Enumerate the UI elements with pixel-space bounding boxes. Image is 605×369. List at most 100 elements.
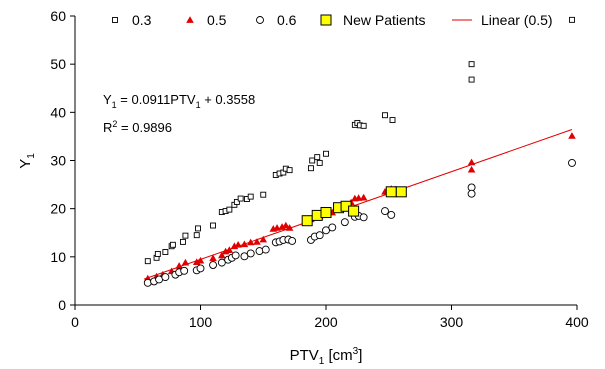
y-tick-label: 30 — [50, 153, 66, 169]
y-tick-label: 60 — [50, 8, 66, 24]
r-squared-annotation: R2 = 0.9896 — [103, 119, 172, 135]
point-0-3 — [182, 232, 189, 239]
point-0-3 — [314, 154, 321, 161]
point-0-5 — [282, 221, 290, 229]
point-new-patients — [385, 186, 397, 198]
y-tick-label: 20 — [50, 201, 66, 217]
point-0-3 — [307, 165, 314, 172]
x-tick-label: 400 — [565, 314, 589, 330]
point-0-3 — [162, 249, 169, 255]
point-0-3 — [179, 238, 186, 245]
point-0-6 — [161, 273, 170, 282]
point-0-3 — [195, 225, 201, 232]
point-0-3 — [309, 157, 316, 164]
x-tick-label: 0 — [71, 314, 79, 330]
point-0-5 — [234, 240, 242, 248]
point-0-3 — [210, 222, 217, 229]
point-new-patients — [395, 186, 407, 198]
point-0-6 — [359, 213, 368, 222]
point-0-3 — [468, 76, 475, 83]
point-0-3 — [323, 150, 329, 157]
point-0-3 — [382, 112, 388, 119]
point-0-6 — [240, 252, 249, 261]
point-0-6 — [381, 207, 389, 216]
point-0-3 — [260, 191, 267, 198]
point-0-6 — [387, 210, 396, 219]
point-0-3 — [360, 122, 367, 129]
point-0-3 — [316, 159, 323, 166]
trendline — [143, 129, 573, 280]
point-0-5 — [175, 262, 183, 269]
point-0-5 — [209, 254, 217, 262]
point-0-5 — [467, 158, 476, 166]
point-0-6 — [196, 264, 205, 273]
legend-label-0-6: 0.6 — [277, 12, 297, 28]
point-0-6 — [315, 231, 324, 240]
point-0-6 — [143, 278, 152, 287]
data-points — [143, 16, 576, 287]
point-0-3 — [389, 117, 396, 123]
point-new-patients — [320, 207, 332, 219]
y-tick-label: 50 — [50, 56, 66, 72]
point-0-6 — [231, 251, 240, 260]
point-0-3 — [226, 206, 233, 213]
tick-labels: 0 10 20 30 40 50 60 0 100 200 300 400 — [50, 8, 588, 330]
point-0-5 — [359, 193, 368, 201]
point-0-3 — [247, 193, 254, 200]
point-0-6 — [467, 189, 476, 198]
x-tick-label: 300 — [440, 314, 464, 330]
point-0-3 — [569, 16, 575, 23]
legend-swatch-0-6 — [256, 16, 264, 24]
point-0-5 — [240, 240, 249, 248]
legend-label-linear-0-5: Linear (0.5) — [481, 12, 553, 28]
point-0-6 — [180, 266, 189, 275]
y-tick-label: 0 — [58, 297, 66, 313]
point-0-6 — [568, 158, 576, 167]
point-0-5 — [218, 251, 226, 259]
point-0-6 — [322, 226, 330, 235]
point-0-6 — [246, 249, 255, 258]
x-axis-label: PTV1 [cm3] — [290, 346, 363, 367]
y-tick-label: 40 — [50, 104, 66, 120]
point-0-5 — [181, 258, 190, 266]
point-0-6 — [288, 236, 297, 245]
point-0-3 — [193, 232, 200, 239]
trendline-linear-0-5 — [143, 129, 573, 280]
point-0-3 — [468, 61, 475, 68]
legend-swatch-0-3 — [112, 17, 118, 23]
x-tick-label: 100 — [189, 314, 213, 330]
legend-swatch-0-5 — [186, 16, 194, 23]
point-0-5 — [467, 165, 476, 173]
point-0-5 — [225, 246, 234, 253]
x-tick-label: 200 — [314, 314, 338, 330]
point-0-3 — [144, 258, 151, 265]
point-0-6 — [209, 261, 218, 269]
point-0-3 — [154, 250, 161, 257]
point-0-6 — [328, 223, 337, 232]
point-0-3 — [169, 241, 176, 248]
point-0-5 — [253, 238, 261, 245]
legend-label-0-5: 0.5 — [207, 12, 227, 28]
point-0-5 — [259, 235, 268, 243]
point-new-patients — [348, 205, 360, 217]
point-0-6 — [255, 247, 264, 256]
point-0-3 — [233, 198, 240, 205]
point-0-5 — [568, 132, 576, 139]
point-0-3 — [237, 195, 244, 202]
legend-label-new-patients: New Patients — [343, 12, 425, 28]
point-0-6 — [217, 258, 226, 267]
point-0-6 — [261, 245, 270, 254]
point-new-patients — [301, 215, 313, 227]
point-0-5 — [246, 238, 255, 246]
legend: 0.3 0.5 0.6 New Patients Linear (0.5) — [112, 12, 553, 28]
equation-annotation: Y1 = 0.0911PTV1 + 0.3558 — [103, 92, 255, 110]
point-0-3 — [286, 167, 293, 174]
point-0-5 — [196, 256, 205, 264]
legend-label-0-3: 0.3 — [132, 12, 152, 28]
y-axis-label: Y1 — [17, 153, 37, 169]
point-0-6 — [340, 218, 349, 227]
axes — [70, 15, 578, 310]
y-tick-label: 10 — [50, 249, 66, 265]
legend-swatch-new-patients — [320, 14, 332, 26]
